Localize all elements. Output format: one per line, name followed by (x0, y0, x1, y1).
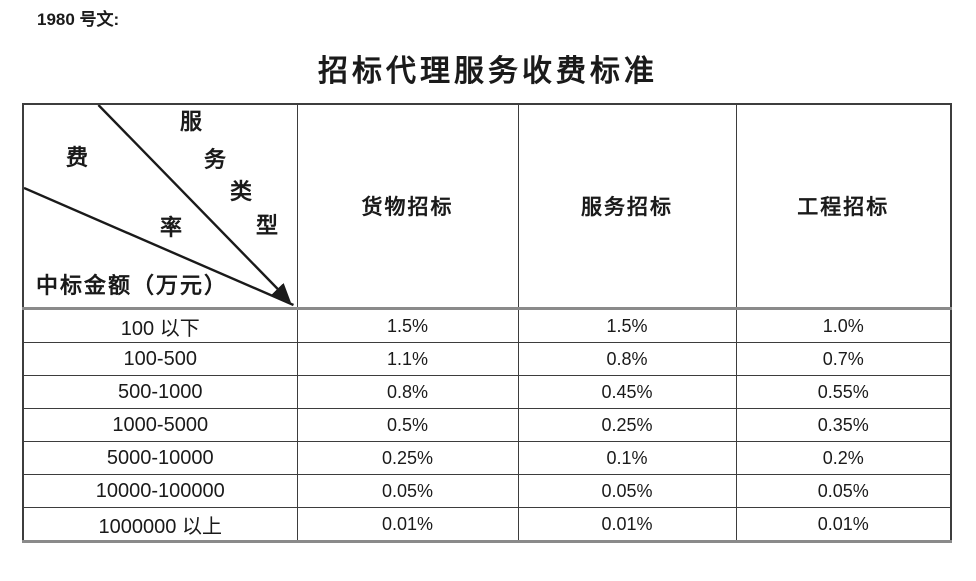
table-row: 100 以下 1.5% 1.5% 1.0% (22, 308, 952, 343)
corner-service-type-char: 型 (256, 213, 279, 238)
value-cell: 1.1% (296, 342, 519, 376)
value-cell: 0.01% (517, 507, 737, 542)
value-cell: 0.05% (517, 474, 737, 508)
value-cell: 0.45% (517, 375, 737, 409)
range-cell: 500-1000 (22, 375, 298, 409)
value-cell: 0.8% (296, 375, 519, 409)
value-cell: 0.5% (296, 408, 519, 442)
range-cell: 5000-10000 (22, 441, 298, 475)
table-row: 1000-5000 0.5% 0.25% 0.35% (22, 408, 952, 442)
value-cell: 0.55% (735, 375, 952, 409)
table-row: 100-500 1.1% 0.8% 0.7% (22, 342, 952, 376)
table-row: 10000-100000 0.05% 0.05% 0.05% (22, 474, 952, 508)
value-cell: 0.8% (517, 342, 737, 376)
corner-service-type-char: 务 (204, 147, 227, 172)
table-row: 5000-10000 0.25% 0.1% 0.2% (22, 441, 952, 475)
table-row: 500-1000 0.8% 0.45% 0.55% (22, 375, 952, 409)
corner-service-type-char: 服 (180, 109, 203, 134)
value-cell: 0.7% (735, 342, 952, 376)
value-cell: 1.0% (735, 308, 952, 343)
corner-rate-char: 率 (160, 215, 183, 240)
table-header-row: 费 率 服 务 类 型 中标金额（万元） 货物招标 服务招标 工程招标 (22, 103, 952, 310)
corner-service-type-char: 类 (230, 179, 253, 204)
diagonal-line-lower (24, 186, 294, 306)
value-cell: 1.5% (517, 308, 737, 343)
value-cell: 1.5% (296, 308, 519, 343)
fee-standard-table: 费 率 服 务 类 型 中标金额（万元） 货物招标 服务招标 工程招标 100 … (22, 103, 952, 543)
diagonal-corner-cell: 费 率 服 务 类 型 中标金额（万元） (22, 103, 298, 310)
diagonal-divider-lines (24, 105, 294, 306)
range-cell: 100-500 (22, 342, 298, 376)
range-cell: 1000-5000 (22, 408, 298, 442)
range-cell: 100 以下 (22, 308, 298, 343)
table-row: 1000000 以上 0.01% 0.01% 0.01% (22, 507, 952, 542)
range-cell: 10000-100000 (22, 474, 298, 508)
value-cell: 0.1% (517, 441, 737, 475)
value-cell: 0.25% (296, 441, 519, 475)
value-cell: 0.25% (517, 408, 737, 442)
value-cell: 0.01% (296, 507, 519, 542)
value-cell: 0.2% (735, 441, 952, 475)
diagonal-line-upper (97, 105, 291, 303)
doc-number-label: 1980 号文: (37, 10, 120, 29)
value-cell: 0.01% (735, 507, 952, 542)
value-cell: 0.05% (296, 474, 519, 508)
corner-amount-axis-label: 中标金额（万元） (36, 273, 229, 298)
page-title: 招标代理服务收费标准 (318, 55, 658, 88)
range-cell: 1000000 以上 (22, 507, 298, 542)
value-cell: 0.35% (735, 408, 952, 442)
corner-fee-char: 费 (66, 145, 89, 170)
column-header-service: 服务招标 (517, 103, 737, 310)
column-header-goods: 货物招标 (296, 103, 519, 310)
value-cell: 0.05% (735, 474, 952, 508)
column-header-engineering: 工程招标 (735, 103, 952, 310)
